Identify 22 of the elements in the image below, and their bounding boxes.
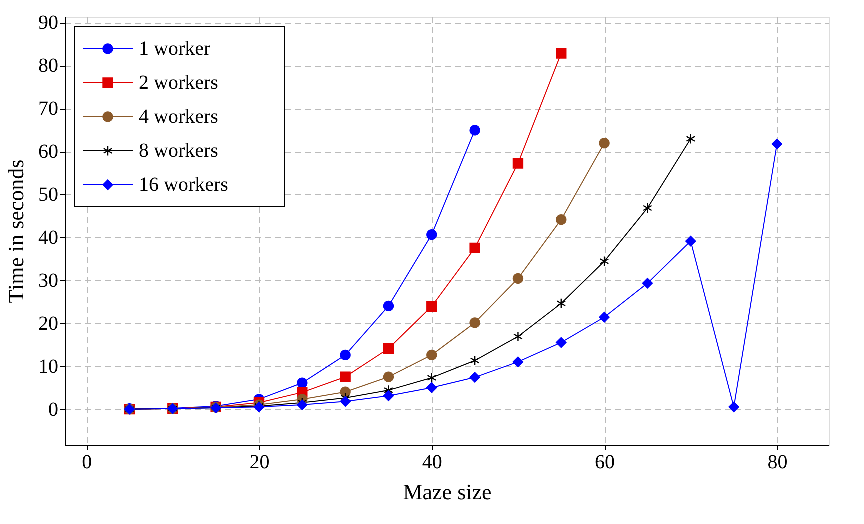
legend-label: 1 worker [139, 38, 211, 60]
y-tick-label: 80 [38, 55, 58, 78]
y-tick-label: 50 [38, 184, 58, 206]
y-tick-label: 0 [48, 398, 58, 421]
y-tick-label: 90 [38, 12, 58, 34]
x-tick-label: 20 [250, 452, 270, 474]
x-tick-label: 0 [82, 452, 92, 474]
legend-label: 2 workers [139, 72, 219, 94]
x-tick-label: 60 [595, 452, 616, 474]
legend-label: 4 workers [139, 106, 219, 128]
y-tick-label: 30 [38, 270, 58, 292]
legend-label: 8 workers [139, 140, 219, 162]
y-tick-label: 40 [38, 226, 58, 249]
y-tick-label: 60 [38, 141, 58, 163]
x-tick-label: 40 [422, 452, 442, 474]
y-tick-label: 10 [38, 356, 58, 378]
y-tick-label: 20 [38, 312, 58, 335]
x-tick-label: 80 [768, 452, 788, 474]
legend-label: 16 workers [139, 174, 229, 196]
y-tick-label: 70 [38, 98, 58, 120]
y-axis-title: Time in seconds [4, 160, 28, 304]
x-axis-title: Maze size [403, 480, 492, 504]
